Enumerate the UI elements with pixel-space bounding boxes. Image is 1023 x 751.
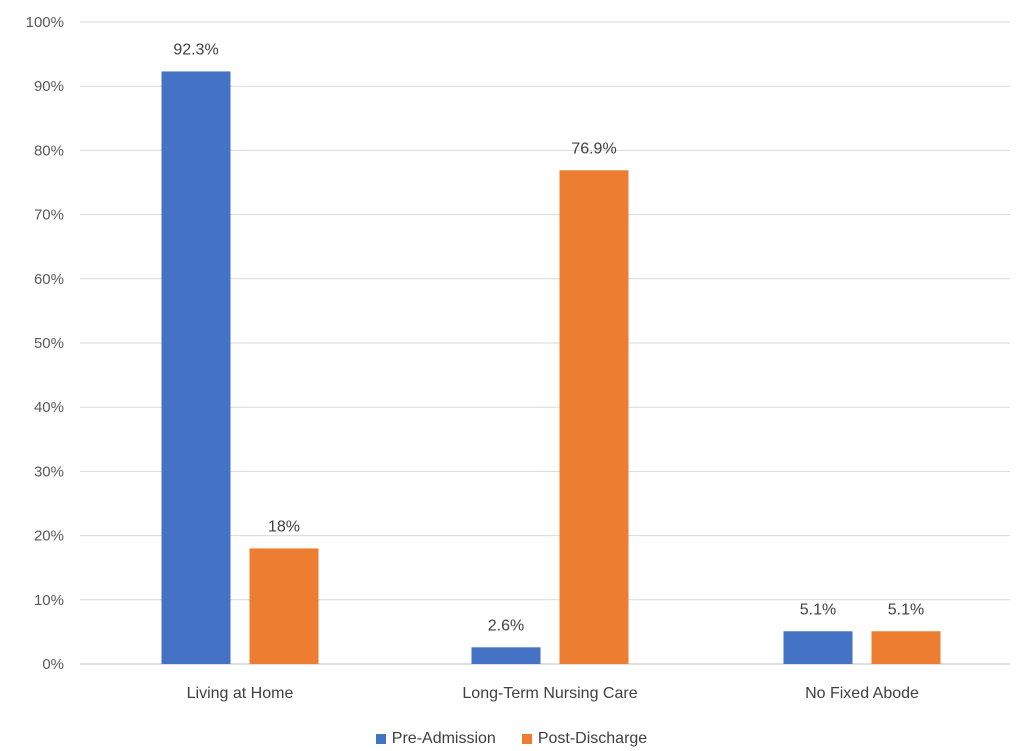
legend-item-post-discharge: Post-Discharge [521,730,648,748]
data-label: 5.1% [888,601,924,618]
data-label: 92.3% [173,41,218,58]
y-tick-label: 50% [34,335,64,352]
x-axis-categories: Living at Home Long-Term Nursing Care No F… [187,685,919,702]
y-tick-label: 100% [26,14,64,31]
y-tick-label: 70% [34,207,64,224]
legend-swatch-post-discharge [521,734,532,744]
bar-post-discharge [559,170,629,664]
x-category-label: Long-Term Nursing Care [462,685,637,702]
legend-label-pre-admission: Pre-Admission [391,730,496,747]
y-tick-label: 60% [34,271,64,288]
y-tick-label: 30% [34,463,64,480]
y-tick-label: 90% [34,78,64,95]
y-tick-label: 0% [42,656,64,673]
data-label: 2.6% [488,617,524,634]
data-label: 5.1% [800,601,836,618]
y-tick-label: 80% [34,142,64,159]
legend-item-pre-admission: Pre-Admission [375,730,496,748]
x-category-label: Living at Home [187,685,294,702]
data-label: 18% [268,518,300,535]
legend-swatch-pre-admission [375,734,386,744]
data-label: 76.9% [571,140,616,157]
bar-post-discharge [871,631,941,664]
bars [161,71,941,664]
legend: Pre-Admission Post-Discharge [0,730,1023,748]
bar-pre-admission [161,71,231,664]
x-category-label: No Fixed Abode [805,685,919,702]
y-tick-label: 10% [34,592,64,609]
y-axis-ticks: 0% 10% 20% 30% 40% 50% 60% 70% 80% 90% 100% [26,14,64,673]
legend-label-post-discharge: Post-Discharge [537,730,648,747]
bar-pre-admission [471,647,541,664]
data-labels: 92.3% 2.6% 5.1% 18% 76.9% 5.1% [173,41,924,634]
bar-post-discharge [249,548,319,664]
y-tick-label: 20% [34,528,64,545]
bar-pre-admission [783,631,853,664]
gridlines [80,21,1010,665]
y-tick-label: 40% [34,399,64,416]
